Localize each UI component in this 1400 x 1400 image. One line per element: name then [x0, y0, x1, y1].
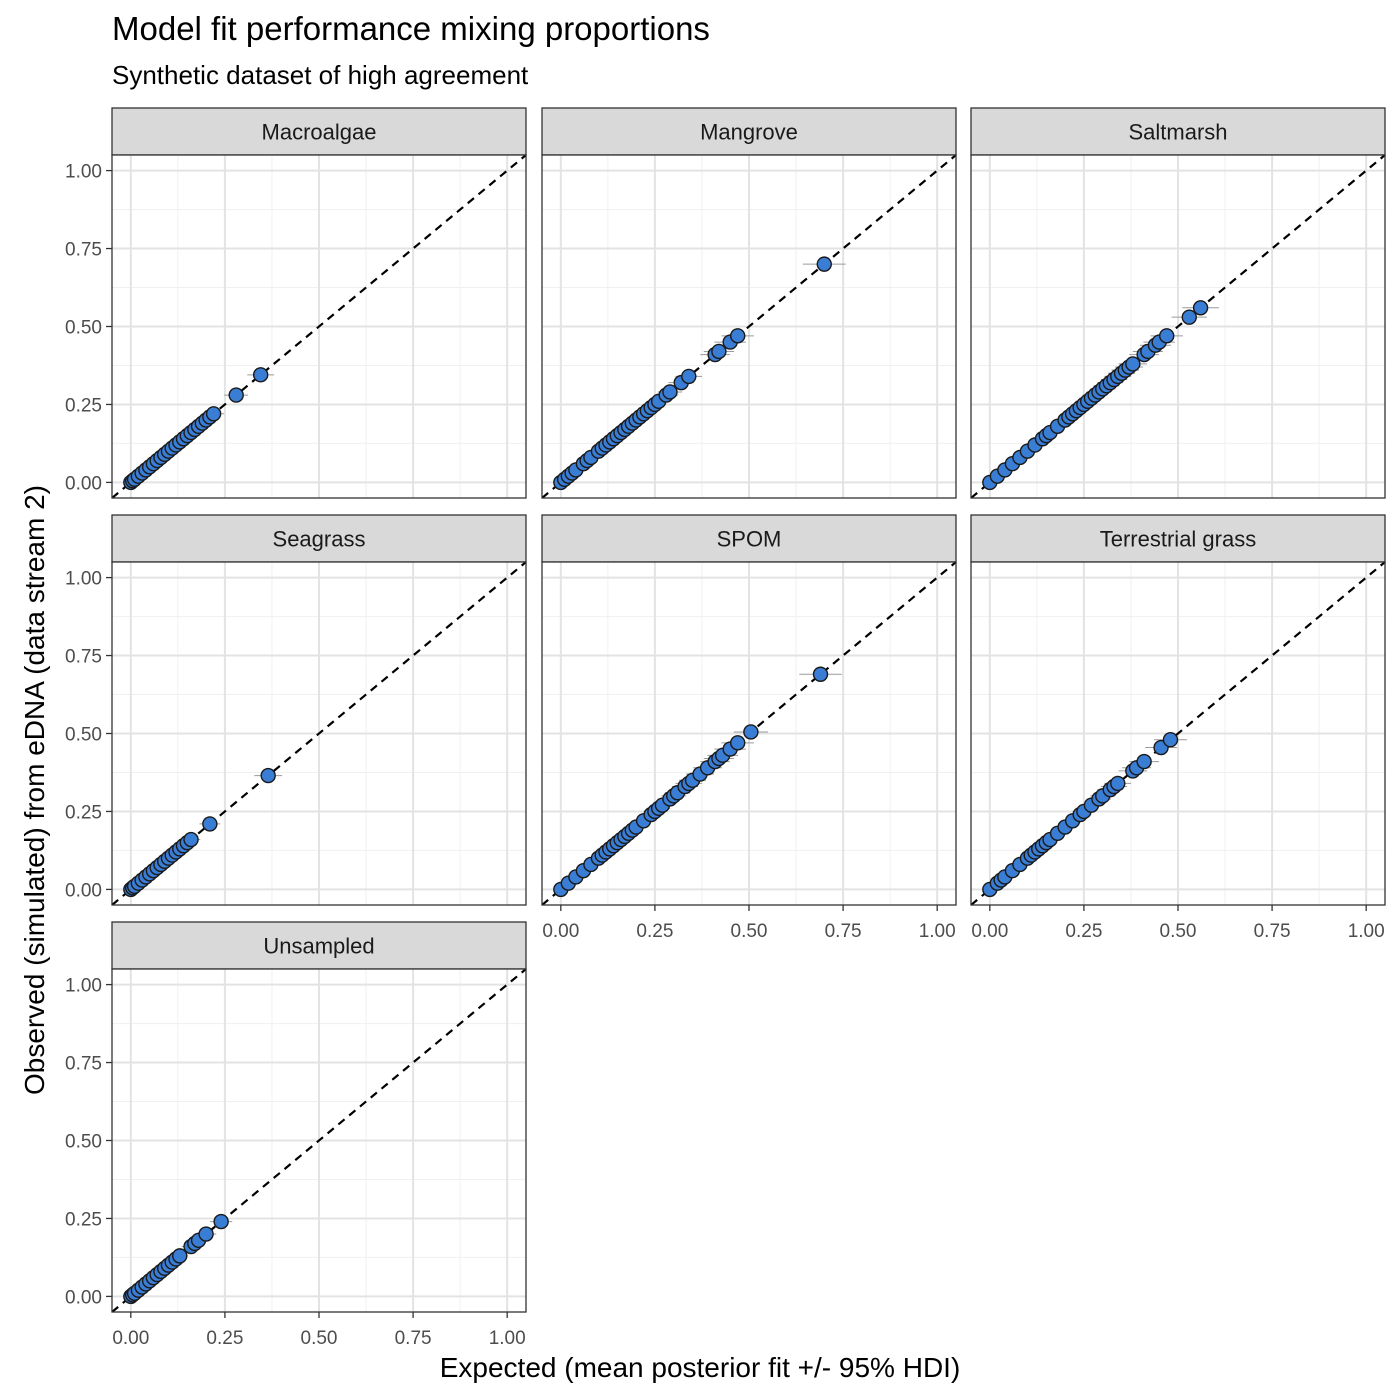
facet-terrestrial-grass-plot-area	[971, 562, 1385, 905]
facet-saltmarsh-strip	[970, 107, 1386, 156]
facet-mangrove-point	[816, 256, 832, 272]
facet-seagrass-plot-area	[112, 562, 526, 905]
facet-terrestrial-grass-strip	[970, 514, 1386, 563]
facet-unsampled-y-tick-label: 1.00	[65, 976, 102, 997]
facet-seagrass-y-tick-label: 0.75	[65, 647, 102, 668]
facet-saltmarsh-point	[1125, 356, 1141, 372]
facet-spom-point	[743, 724, 759, 740]
facet-mangrove-point	[711, 343, 727, 360]
facet-macroalgae-y-tick-label: 1.00	[65, 162, 102, 183]
facet-terrestrial-grass-strip-label: Terrestrial grass	[1100, 527, 1256, 552]
facet-macroalgae-point	[228, 387, 244, 403]
facet-unsampled-y-tick-label: 0.50	[65, 1132, 102, 1153]
facet-seagrass-y-tick-label: 1.00	[65, 569, 102, 590]
facet-spom-x-tick-label: 0.75	[825, 921, 862, 942]
facet-terrestrial-grass-point	[1136, 753, 1152, 770]
facet-saltmarsh-strip-label: Saltmarsh	[1128, 120, 1227, 145]
facet-terrestrial-grass: Terrestrial grass 0.00 0.25 0.50 0.75 1.00	[970, 514, 1386, 942]
facet-unsampled-x-tick-label: 0.25	[206, 1328, 243, 1349]
facet-spom: SPOM 0.00 0.25 0.50 0.75 1.00	[541, 514, 957, 942]
facet-seagrass-point	[202, 816, 218, 832]
facet-spom-point	[730, 735, 746, 751]
facet-mangrove: Mangrove	[541, 107, 957, 499]
facet-terrestrial-grass-x-tick-label: 0.75	[1254, 921, 1291, 942]
facet-seagrass-y-tick-label: 0.00	[65, 880, 102, 901]
facet-mangrove-point	[730, 328, 746, 344]
facet-unsampled-x-tick-label: 0.50	[301, 1328, 338, 1349]
facet-saltmarsh-plot-area	[971, 155, 1385, 498]
facet-spom-x-tick-label: 1.00	[919, 921, 956, 942]
facet-macroalgae-plot-area	[112, 155, 526, 498]
facet-terrestrial-grass-x-tick-label: 1.00	[1348, 921, 1385, 942]
facet-mangrove-point	[681, 368, 697, 385]
facet-macroalgae-point	[205, 406, 222, 422]
facet-seagrass-point	[260, 767, 276, 784]
facet-spom-point	[812, 666, 829, 682]
facet-unsampled-point	[213, 1213, 229, 1230]
facet-mangrove-point	[662, 384, 678, 400]
facet-terrestrial-grass-x-tick-label: 0.50	[1160, 921, 1197, 942]
facet-unsampled-x-tick-label: 0.75	[395, 1328, 432, 1349]
facet-unsampled-y-tick-label: 0.75	[65, 1054, 102, 1075]
facet-unsampled: Unsampled 0.00 0.25 0.50 0.75 1.00 0.00 0.25 0.5…	[65, 921, 527, 1349]
facet-mangrove-plot-area	[542, 155, 956, 498]
facet-terrestrial-grass-x-tick-label: 0.00	[971, 921, 1008, 942]
facet-macroalgae-y-tick-label: 0.25	[65, 395, 102, 416]
chart-subtitle: Synthetic dataset of high agreement	[112, 60, 529, 90]
facet-seagrass-point	[183, 831, 199, 848]
facet-spom-x-tick-label: 0.00	[542, 921, 579, 942]
facet-seagrass: Seagrass 0.00 0.25 0.50 0.75 1.00	[65, 514, 527, 906]
facet-macroalgae-point	[252, 367, 269, 383]
x-axis-label: Expected (mean posterior fit +/- 95% HDI…	[439, 1352, 961, 1383]
facet-unsampled-strip	[111, 921, 527, 970]
facet-unsampled-x-tick-label: 0.00	[112, 1328, 149, 1349]
facet-spom-strip	[541, 514, 957, 563]
facet-macroalgae-strip	[111, 107, 527, 156]
facet-macroalgae-y-tick-label: 0.50	[65, 318, 102, 339]
facet-unsampled-y-tick-label: 0.00	[65, 1287, 102, 1308]
facet-unsampled-strip-label: Unsampled	[263, 934, 374, 959]
facet-terrestrial-grass-x-tick-label: 0.25	[1065, 921, 1102, 942]
facet-mangrove-strip-label: Mangrove	[700, 120, 798, 145]
facet-unsampled-point	[172, 1248, 188, 1264]
facet-unsampled-plot-area	[112, 969, 526, 1312]
chart-title: Model fit performance mixing proportions	[112, 10, 710, 47]
facet-macroalgae: Macroalgae 0.00 0.25 0.50 0.75 1.00	[65, 107, 527, 499]
facet-seagrass-strip	[111, 514, 527, 563]
facet-saltmarsh-point	[1159, 328, 1175, 344]
facet-spom-x-tick-label: 0.25	[636, 921, 673, 942]
facet-unsampled-x-tick-label: 1.00	[489, 1328, 526, 1349]
facet-unsampled-point	[198, 1226, 214, 1242]
facet-macroalgae-y-tick-label: 0.75	[65, 240, 102, 261]
facet-saltmarsh-panel-border	[970, 154, 1386, 499]
facet-terrestrial-grass-point	[1110, 775, 1126, 792]
facet-seagrass-y-tick-label: 0.25	[65, 802, 102, 823]
facet-mangrove-strip	[541, 107, 957, 156]
facet-terrestrial-grass-point	[1162, 732, 1179, 748]
facet-unsampled-y-tick-label: 0.25	[65, 1209, 102, 1230]
facet-spom-x-tick-label: 0.50	[731, 921, 768, 942]
facet-seagrass-strip-label: Seagrass	[273, 527, 366, 552]
facet-saltmarsh: Saltmarsh	[970, 107, 1386, 499]
facet-seagrass-y-tick-label: 0.50	[65, 725, 102, 746]
facet-saltmarsh-point	[1192, 300, 1209, 316]
facet-saltmarsh-point	[1181, 309, 1197, 325]
facet-mangrove-panel-border	[541, 154, 957, 499]
facet-spom-plot-area	[542, 562, 956, 905]
facet-macroalgae-y-tick-label: 0.00	[65, 473, 102, 494]
facet-spom-strip-label: SPOM	[717, 527, 782, 552]
facet-macroalgae-strip-label: Macroalgae	[262, 120, 377, 145]
